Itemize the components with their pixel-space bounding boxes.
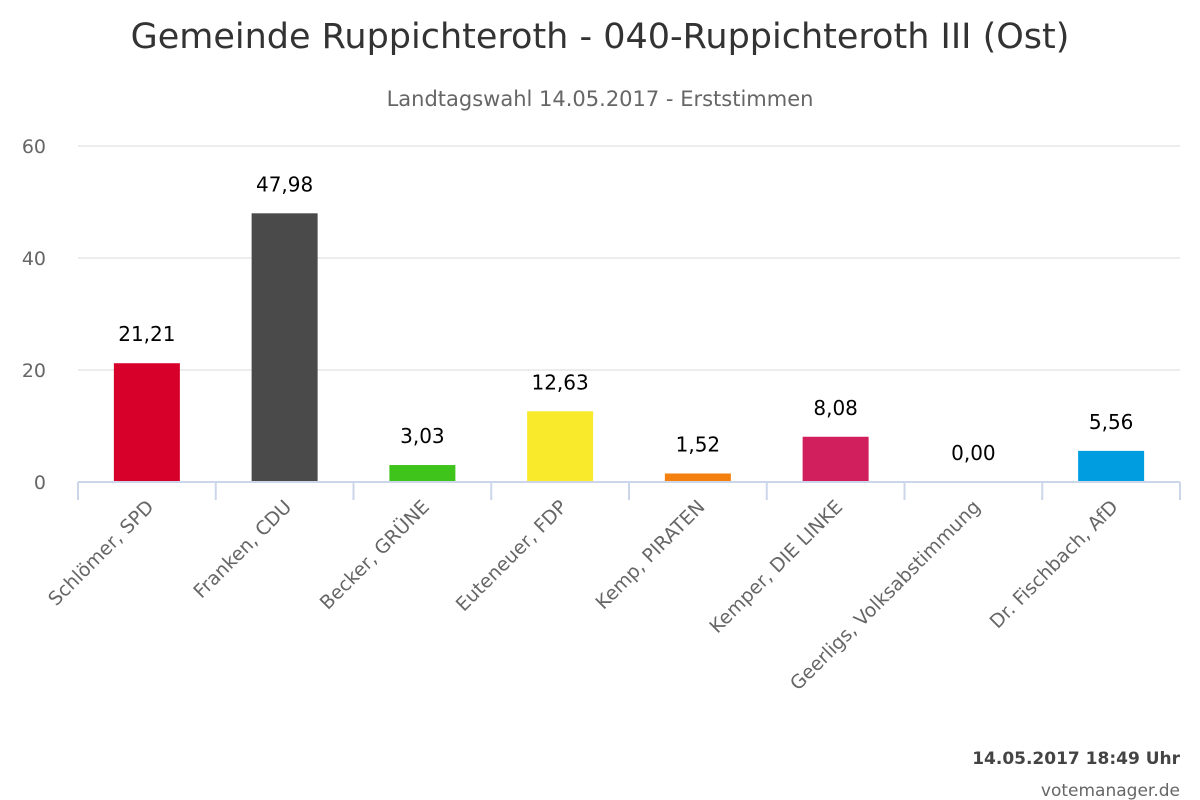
data-label: 0,00 [951, 441, 996, 465]
bar [527, 411, 594, 482]
bar [113, 363, 180, 482]
x-tick-label: Becker, GRÜNE [315, 495, 434, 614]
y-tick-label: 20 [22, 360, 46, 382]
y-tick-label: 40 [22, 248, 46, 270]
x-tick-label: Kemper, DIE LINKE [705, 496, 847, 638]
x-tick-label: Franken, CDU [189, 496, 296, 603]
bar [251, 213, 318, 482]
data-label: 12,63 [531, 370, 588, 394]
gridlines [78, 145, 1180, 371]
bar [802, 436, 869, 482]
chart-subtitle: Landtagswahl 14.05.2017 - Erststimmen [387, 87, 814, 111]
x-tick-label: Kemp, PIRATEN [592, 496, 710, 614]
data-label: 8,08 [813, 396, 858, 420]
y-tick-label: 0 [34, 472, 46, 494]
x-axis: Schlömer, SPD Franken, CDU Becker, GRÜNE Eu… [44, 481, 1181, 695]
bar [1078, 450, 1145, 482]
x-tick-label: Euteneuer, FDP [452, 496, 572, 616]
x-tick-label: Dr. Fischbach, AfD [986, 496, 1123, 633]
y-axis: 0 20 40 60 [22, 136, 46, 494]
bar [664, 473, 731, 482]
data-labels: 21,21 47,98 3,03 12,63 1,52 8,08 0,00 5,56 [118, 172, 1133, 465]
x-tick-label: Schlömer, SPD [44, 496, 158, 610]
bars [113, 213, 1145, 482]
chart-title: Gemeinde Ruppichteroth - 040-Ruppichtero… [131, 17, 1070, 57]
timestamp: 14.05.2017 18:49 Uhr [972, 749, 1180, 769]
data-label: 1,52 [676, 432, 721, 456]
data-label: 3,03 [400, 424, 445, 448]
source-credit: votemanager.de [1041, 781, 1180, 800]
y-tick-label: 60 [22, 136, 46, 158]
data-label: 21,21 [118, 322, 175, 346]
bar [389, 465, 456, 482]
data-label: 47,98 [256, 172, 313, 196]
data-label: 5,56 [1089, 410, 1134, 434]
